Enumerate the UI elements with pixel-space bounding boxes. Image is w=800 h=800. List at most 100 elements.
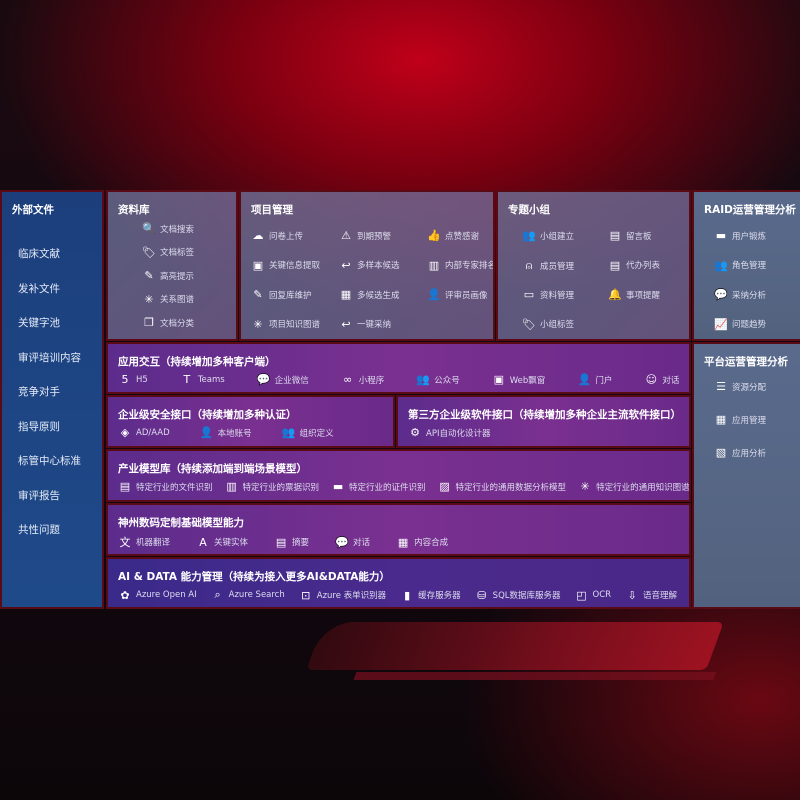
item-folder[interactable]: ▭ 资料管理 xyxy=(522,288,574,301)
item-window[interactable]: ▣ Web飘窗 xyxy=(492,373,546,386)
item-image[interactable]: ▨ 特定行业的通用数据分析模型 xyxy=(438,480,566,493)
item-org[interactable]: 👥 组织定义 xyxy=(282,426,334,439)
ranking-icon: ▥ xyxy=(428,258,440,272)
item-label: OCR xyxy=(592,590,612,600)
item-puzzle[interactable]: ▦ 多候选生成 xyxy=(339,288,400,301)
item-person-lock[interactable]: 👤 本地账号 xyxy=(200,426,252,439)
apps-icon: ▦ xyxy=(715,413,727,426)
item-checklist[interactable]: ☰ 资源分配 xyxy=(714,380,766,393)
item-graph[interactable]: ✳ 关系图谱 xyxy=(142,293,194,306)
item-label: 资料管理 xyxy=(540,290,575,301)
external-file-item[interactable]: 审评报告 xyxy=(18,489,60,502)
item-doc[interactable]: ▤ 特定行业的文件识别 xyxy=(118,480,213,493)
item-id-card[interactable]: ▬ 用户锻炼 xyxy=(714,229,766,242)
item-label: 内容合成 xyxy=(414,538,449,548)
item-clipboard[interactable]: ▤ 代办列表 xyxy=(608,259,660,272)
item-graph[interactable]: ✳ 特定行业的通用知识图谱模型 xyxy=(578,480,689,493)
item-tag[interactable]: 🏷 文档标签 xyxy=(142,246,194,259)
item-bell[interactable]: 🔔 事项提醒 xyxy=(608,288,660,301)
cache-icon: ▮ xyxy=(404,588,411,602)
item-doc-search[interactable]: 🔍 文档搜索 xyxy=(142,222,194,235)
item-users[interactable]: 👥 小组建立 xyxy=(522,229,574,242)
item-label: 对话 xyxy=(662,375,680,386)
ocr-icon: ◰ xyxy=(576,588,587,602)
item-ocr[interactable]: ◰ OCR xyxy=(575,588,612,602)
item-cache[interactable]: ▮ 缓存服务器 xyxy=(400,588,461,602)
item-wechat[interactable]: 💬 企业微信 xyxy=(257,373,309,386)
item-window[interactable]: ▣ 关键信息提取 xyxy=(251,259,320,272)
tag-icon: 🏷 xyxy=(142,245,156,259)
html5-icon: 5 xyxy=(121,373,129,386)
external-file-item[interactable]: 临床文献 xyxy=(18,248,60,260)
item-thumbs-up[interactable]: 👍 点赞感谢 xyxy=(427,229,479,242)
item-database[interactable]: ⛁ SQL数据库服务器 xyxy=(475,588,560,602)
item-ranking[interactable]: ▥ 内部专家排名 xyxy=(427,258,493,272)
item-row: ✿ Azure Open AI ⌕ Azure Search ⊡ Azure 表单识别器 ▮… xyxy=(118,588,689,602)
panel-title: 企业级安全接口（持续增加多种认证） xyxy=(118,409,297,421)
item-label: H5 xyxy=(136,374,148,385)
users-icon: 👥 xyxy=(714,258,728,272)
thirdparty-panel: 第三方企业级软件接口（持续增加多种企业主流软件接口） ⚙ API自动化设计器 xyxy=(396,395,691,448)
item-translate[interactable]: 文机器翻译 xyxy=(118,534,171,550)
external-file-item[interactable]: 标管中心标准 xyxy=(18,455,81,467)
item-bbs[interactable]: ▤ 留言板 xyxy=(608,229,652,242)
item-teams[interactable]: T Teams xyxy=(180,373,225,386)
item-search-doc[interactable]: ⌕ Azure Search xyxy=(211,588,285,602)
panel-title: 平台运营管理分析 xyxy=(704,356,788,368)
reply-icon: ↩ xyxy=(341,317,351,331)
item-user-add[interactable]: ⍝ 成员管理 xyxy=(522,259,574,273)
item-reply[interactable]: ↩ 多样本候选 xyxy=(339,259,399,272)
external-file-item[interactable]: 关键字池 xyxy=(18,317,60,329)
item-pen[interactable]: ✎ 高亮提示 xyxy=(142,269,194,282)
panel-title: 资料库 xyxy=(118,204,150,216)
item-label: Teams xyxy=(197,374,225,385)
external-file-item[interactable]: 共性问题 xyxy=(18,524,60,536)
item-doc[interactable]: ▤ 摘要 xyxy=(274,534,309,550)
item-label: 成员管理 xyxy=(540,261,575,272)
item-form[interactable]: ⊡ Azure 表单识别器 xyxy=(299,588,386,602)
item-label: 文档标签 xyxy=(160,248,195,258)
item-person[interactable]: 👤 门户 xyxy=(577,373,612,386)
item-openai[interactable]: ✿ Azure Open AI xyxy=(118,588,196,602)
item-label: 关键信息提取 xyxy=(269,261,321,271)
external-file-item[interactable]: 竞争对手 xyxy=(18,386,60,398)
group-panel: 专题小组 👥 小组建立 ▤ 留言板 ⍝ 成员管理 ▤ 代办列表 ▭ 资料管理 🔔 事项提醒 🏷 小组标签 xyxy=(496,190,691,341)
item-tag[interactable]: 🏷 小组标签 xyxy=(522,318,574,331)
person-icon: 👤 xyxy=(427,288,441,301)
item-users[interactable]: 👥 公众号 xyxy=(416,373,459,386)
item-chat-users[interactable]: ☺ 对话 xyxy=(644,373,680,386)
item-html5[interactable]: 5 H5 xyxy=(118,373,148,386)
translate-icon: 文 xyxy=(119,536,131,549)
item-label: 评审员画像 xyxy=(445,290,488,301)
panel-title: 第三方企业级软件接口（持续增加多种企业主流软件接口） xyxy=(408,409,681,421)
item-id-card[interactable]: ▬ 特定行业的证件识别 xyxy=(331,480,426,493)
item-edit[interactable]: ✎ 回复库维护 xyxy=(251,288,311,301)
item-graph[interactable]: ✳ 项目知识图谱 xyxy=(251,318,320,331)
item-puzzle[interactable]: ▦ 内容合成 xyxy=(396,534,448,550)
doc-icon: ▤ xyxy=(275,535,287,549)
item-users[interactable]: 👥 角色管理 xyxy=(714,259,766,272)
external-file-item[interactable]: 指导原则 xyxy=(18,420,60,433)
item-person[interactable]: 👤 评审员画像 xyxy=(427,288,488,301)
item-reply[interactable]: ↩ 一键采纳 xyxy=(339,318,391,331)
item-label: 问题趋势 xyxy=(732,320,767,330)
item-shield-a[interactable]: A 关键实体 xyxy=(196,534,248,550)
chat-users-icon: ☺ xyxy=(645,373,658,386)
item-mini-program[interactable]: ∞ 小程序 xyxy=(341,373,384,386)
item-qa[interactable]: 💬 采纳分析 xyxy=(714,288,766,301)
item-doc-copy[interactable]: ❐ 文档分类 xyxy=(142,316,194,329)
item-trend[interactable]: 📈 问题趋势 xyxy=(714,318,766,331)
item-diamond[interactable]: ◈ AD/AAD xyxy=(118,426,170,439)
item-receipt[interactable]: ▥ 特定行业的票据识别 xyxy=(225,480,319,493)
item-voice[interactable]: ⇩ 语音理解 xyxy=(625,588,677,602)
item-gear[interactable]: ⚙ API自动化设计器 xyxy=(408,426,490,439)
item-chat[interactable]: 💬 对话 xyxy=(335,534,370,550)
item-alarm[interactable]: ⚠ 到期预警 xyxy=(339,229,391,242)
external-file-item[interactable]: 发补文件 xyxy=(18,282,60,295)
item-analysis[interactable]: ▧ 应用分析 xyxy=(714,446,766,459)
external-file-item[interactable]: 审评培训内容 xyxy=(18,351,81,364)
panel-title: 产业模型库（持续添加端到端场景模型） xyxy=(118,463,307,475)
item-label: 关键实体 xyxy=(214,538,249,548)
item-apps[interactable]: ▦ 应用管理 xyxy=(714,413,766,426)
item-cloud-upload[interactable]: ☁ 问卷上传 xyxy=(251,229,304,242)
